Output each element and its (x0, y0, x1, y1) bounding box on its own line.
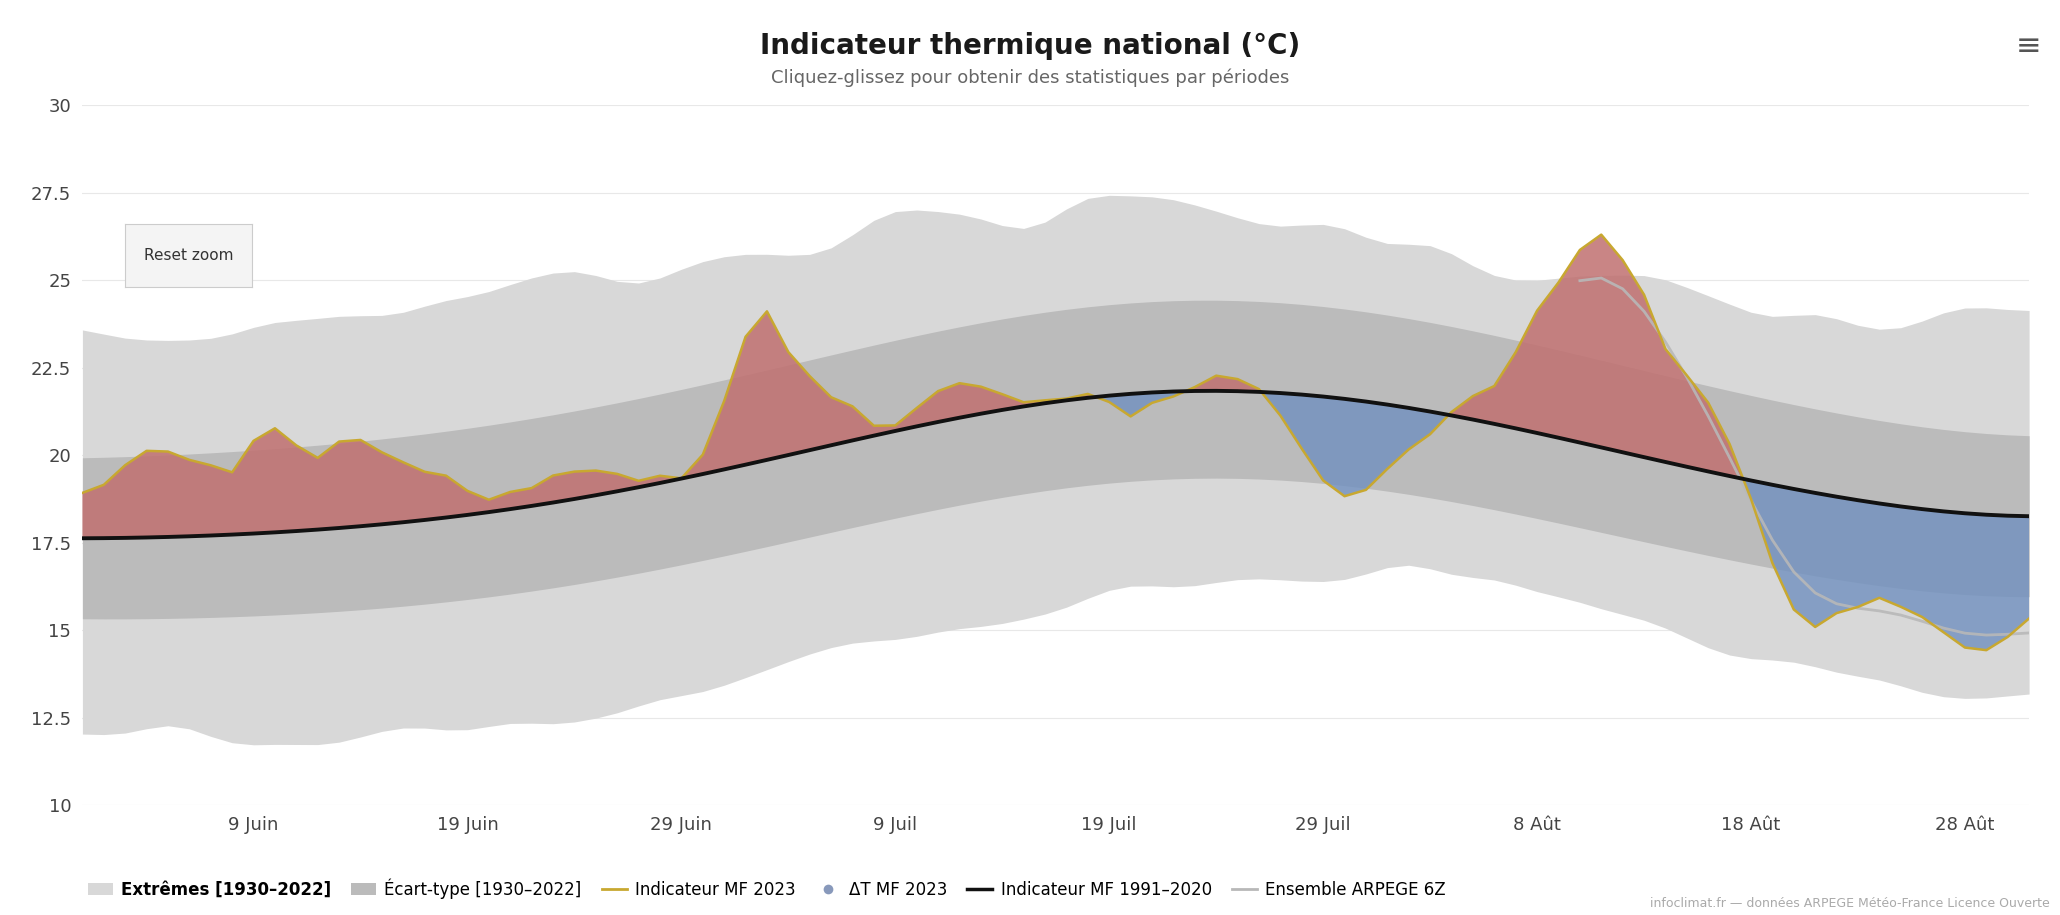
Text: infoclimat.fr — données ARPEGE Météo-France Licence Ouverte: infoclimat.fr — données ARPEGE Météo-Fra… (1650, 898, 2050, 910)
Text: Cliquez-glissez pour obtenir des statistiques par périodes: Cliquez-glissez pour obtenir des statist… (770, 69, 1290, 87)
Text: ≡: ≡ (2017, 32, 2041, 61)
Legend: Extrêmes [1930–2022], Écart-type [1930–2022], Indicateur MF 2023, ΔT MF 2023, In: Extrêmes [1930–2022], Écart-type [1930–2… (80, 871, 1452, 905)
Text: Indicateur thermique national (°C): Indicateur thermique national (°C) (760, 32, 1300, 60)
